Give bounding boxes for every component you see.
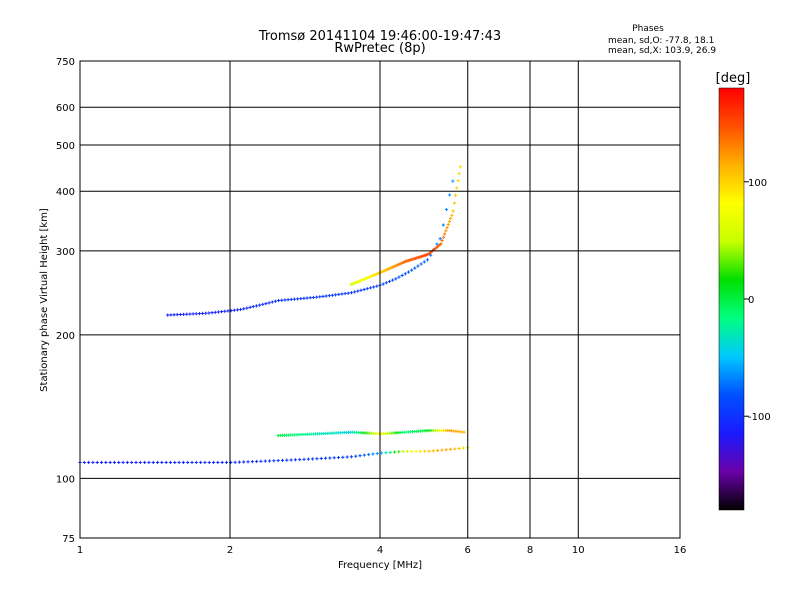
- x-tick-label: 8: [527, 545, 533, 556]
- x-tick-label: 2: [227, 545, 233, 556]
- x-tick-label: 6: [465, 545, 471, 556]
- phases-heading: Phases: [632, 24, 664, 34]
- phases-mean-o: mean, sd,O: -77.8, 18.1: [608, 36, 714, 46]
- trace-es-layer-trace: [276, 428, 466, 438]
- plot-area-frame: [79, 60, 681, 539]
- colorbar-tick-label: 100: [748, 178, 767, 189]
- chart-title: Tromsø 20141104 19:46:00-19:47:43: [258, 29, 501, 44]
- y-tick-label: 600: [56, 103, 75, 114]
- colorbar-tick-label: -100: [748, 412, 771, 423]
- x-tick-label: 1: [77, 545, 83, 556]
- chart-subtitle: RwPretec (8p): [334, 41, 425, 56]
- y-axis-ticks: 75 100 200 300 400 500 600 750: [56, 57, 75, 545]
- y-tick-label: 75: [62, 534, 75, 545]
- trace-f-layer-x-trace: [349, 165, 463, 287]
- y-tick-label: 100: [56, 474, 75, 485]
- x-tick-label: 4: [377, 545, 383, 556]
- colorbar-unit-label: [deg]: [716, 71, 751, 86]
- x-tick-label: 16: [674, 545, 687, 556]
- trace-f-layer-o-trace: [166, 179, 455, 317]
- y-tick-label: 300: [56, 247, 75, 258]
- colorbar: [718, 87, 745, 511]
- x-tick-label: 10: [572, 545, 585, 556]
- y-tick-label: 400: [56, 187, 75, 198]
- colorbar-ticks: 100 0 -100: [744, 178, 771, 423]
- y-tick-label: 750: [56, 57, 75, 68]
- y-tick-label: 500: [56, 141, 75, 152]
- trace-e-layer-trace: [78, 446, 470, 465]
- phases-mean-x: mean, sd,X: 103.9, 26.9: [608, 46, 716, 56]
- x-axis-ticks: 1 2 4 6 8 10 16: [77, 545, 687, 556]
- colorbar-tick-label: 0: [748, 295, 754, 306]
- y-tick-label: 200: [56, 331, 75, 342]
- grid-lines: [80, 61, 680, 538]
- y-axis-label: Stationary phase Virtual Height [km]: [39, 208, 50, 392]
- x-axis-label: Frequency [MHz]: [338, 560, 422, 571]
- data-points: [78, 165, 470, 465]
